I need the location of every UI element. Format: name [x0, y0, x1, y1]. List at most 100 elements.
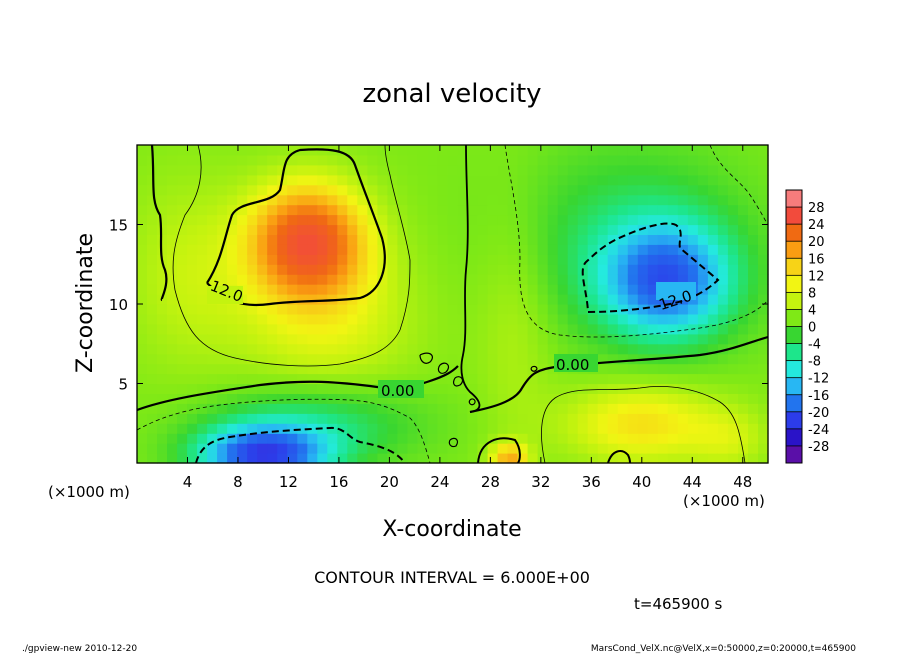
heatmap-cell — [137, 363, 148, 375]
heatmap-cell — [577, 373, 589, 385]
heatmap-cell — [637, 184, 649, 196]
heatmap-cell — [497, 184, 509, 196]
heatmap-cell — [457, 204, 469, 216]
heatmap-cell — [407, 333, 418, 345]
heatmap-cell — [427, 174, 439, 186]
heatmap-cell — [427, 264, 439, 275]
heatmap-cell — [507, 443, 519, 454]
heatmap-cell — [687, 184, 699, 196]
heatmap-cell — [657, 164, 669, 176]
heatmap-cell — [748, 423, 759, 434]
heatmap-cell — [647, 254, 659, 265]
heatmap-cell — [707, 323, 719, 335]
heatmap-cell — [187, 204, 198, 216]
heatmap-cell — [517, 343, 529, 355]
heatmap-cell — [547, 145, 559, 156]
heatmap-cell — [287, 234, 298, 245]
heatmap-cell — [487, 294, 499, 305]
heatmap-cell — [557, 323, 569, 335]
heatmap-cell — [557, 443, 569, 454]
heatmap-cell — [257, 363, 268, 375]
heatmap-cell — [397, 443, 408, 454]
heatmap-cell — [407, 154, 418, 166]
heatmap-cell — [617, 333, 629, 345]
heatmap-cell — [437, 164, 449, 176]
heatmap-cell — [657, 363, 669, 375]
heatmap-cell — [697, 204, 709, 216]
heatmap-cell — [327, 214, 338, 226]
heatmap-cell — [707, 363, 719, 375]
heatmap-cell — [427, 343, 439, 355]
heatmap-cell — [137, 313, 148, 325]
heatmap-cell — [707, 274, 719, 285]
heatmap-cell — [247, 323, 258, 335]
heatmap-cell — [597, 313, 609, 325]
heatmap-cell — [287, 145, 298, 156]
heatmap-cell — [748, 184, 759, 196]
heatmap-cell — [347, 443, 358, 454]
heatmap-cell — [137, 323, 148, 335]
heatmap-cell — [327, 353, 338, 365]
heatmap-cell — [387, 284, 398, 295]
heatmap-cell — [467, 244, 479, 255]
heatmap-cell — [477, 294, 489, 305]
heatmap-cell — [207, 145, 218, 156]
heatmap-cell — [297, 443, 308, 454]
heatmap-cell — [487, 383, 499, 394]
heatmap-cell — [417, 333, 428, 345]
heatmap-cell — [748, 323, 759, 335]
heatmap-cell — [577, 214, 589, 226]
heatmap-cell — [727, 145, 739, 156]
heatmap-cell — [457, 294, 469, 305]
heatmap-cell — [527, 453, 539, 464]
heatmap-cell — [347, 423, 358, 434]
heatmap-cell — [227, 343, 238, 355]
heatmap-cell — [727, 323, 739, 335]
heatmap-cell — [727, 304, 739, 315]
heatmap-cell — [487, 254, 499, 265]
heatmap-cell — [607, 264, 619, 275]
heatmap-cell — [537, 154, 549, 166]
colorbar-label: 20 — [808, 235, 825, 250]
heatmap-cell — [237, 254, 248, 265]
heatmap-cell — [247, 214, 258, 226]
heatmap-cell — [167, 284, 178, 295]
heatmap-cell — [497, 254, 509, 265]
heatmap-cell — [547, 433, 559, 444]
heatmap-cell — [647, 214, 659, 226]
heatmap-cell — [297, 224, 308, 235]
heatmap-cell — [647, 343, 659, 355]
heatmap-cell — [267, 234, 278, 245]
heatmap-cell — [557, 154, 569, 166]
heatmap-cell — [507, 304, 519, 315]
heatmap-cell — [387, 353, 398, 365]
heatmap-cell — [567, 194, 579, 206]
heatmap-cell — [377, 244, 388, 255]
heatmap-cell — [297, 343, 308, 355]
heatmap-cell — [607, 214, 619, 226]
heatmap-cell — [297, 294, 308, 305]
heatmap-cell — [647, 294, 659, 305]
heatmap-cell — [437, 174, 449, 186]
heatmap-cell — [257, 234, 268, 245]
heatmap-cell — [137, 373, 148, 385]
heatmap-cell — [457, 393, 469, 404]
heatmap-cell — [327, 174, 338, 186]
heatmap-cell — [387, 294, 398, 305]
heatmap-cell — [557, 403, 569, 414]
heatmap-cell — [507, 383, 519, 394]
heatmap-cell — [437, 373, 449, 385]
heatmap-cell — [407, 353, 418, 365]
heatmap-cell — [487, 323, 499, 335]
heatmap-cell — [157, 174, 168, 186]
heatmap-cell — [637, 403, 649, 414]
heatmap-cell — [137, 214, 148, 226]
heatmap-cell — [147, 403, 158, 414]
heatmap-cell — [677, 453, 689, 464]
heatmap-cell — [537, 244, 549, 255]
x-tick-label: 40 — [632, 473, 651, 491]
heatmap-cell — [517, 254, 529, 265]
heatmap-cell — [687, 274, 699, 285]
heatmap-cell — [387, 164, 398, 176]
heatmap-cell — [367, 313, 378, 325]
